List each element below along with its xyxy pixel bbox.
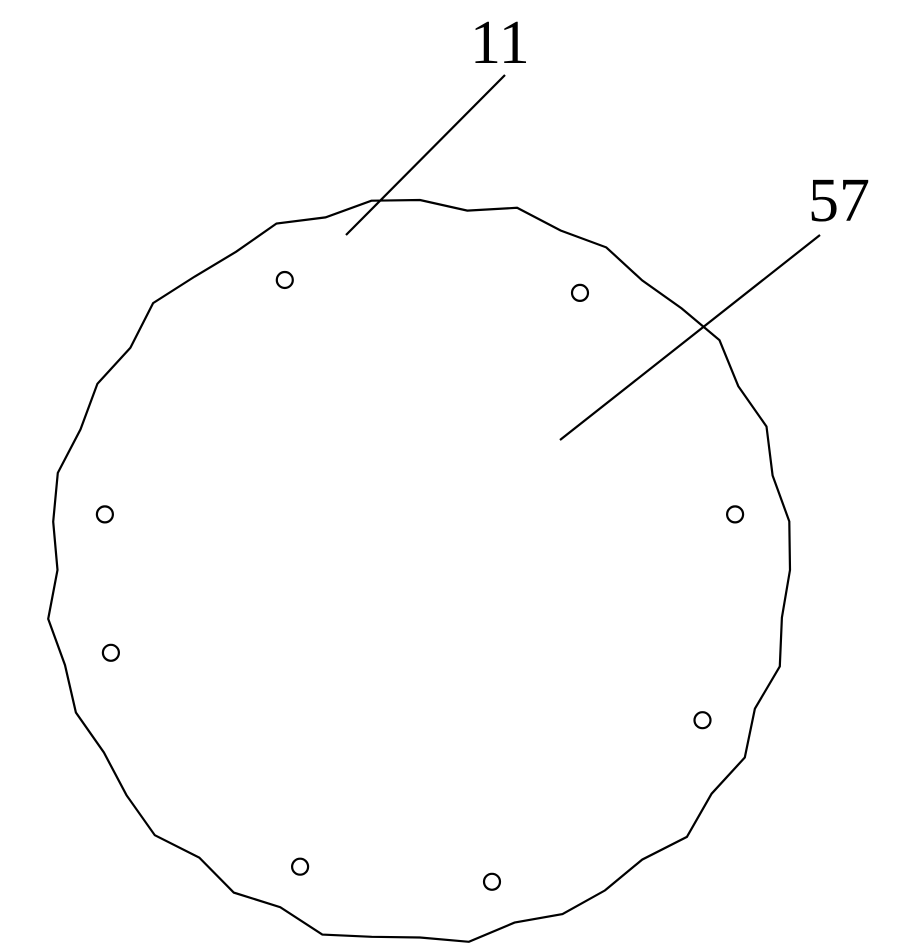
leader-label-11 xyxy=(346,75,505,235)
disc-outline xyxy=(48,200,790,942)
callout-label-11: 11 xyxy=(470,12,530,74)
hole-1 xyxy=(277,272,293,288)
hole-3 xyxy=(103,645,119,661)
hole-2 xyxy=(97,506,113,522)
diagram-svg xyxy=(0,0,923,950)
diagram-canvas: 11 57 xyxy=(0,0,923,950)
leader-label-57 xyxy=(560,235,820,440)
hole-0 xyxy=(572,285,588,301)
hole-5 xyxy=(484,874,500,890)
hole-7 xyxy=(727,506,743,522)
callout-label-57: 57 xyxy=(808,170,870,232)
hole-4 xyxy=(292,859,308,875)
hole-6 xyxy=(695,712,711,728)
